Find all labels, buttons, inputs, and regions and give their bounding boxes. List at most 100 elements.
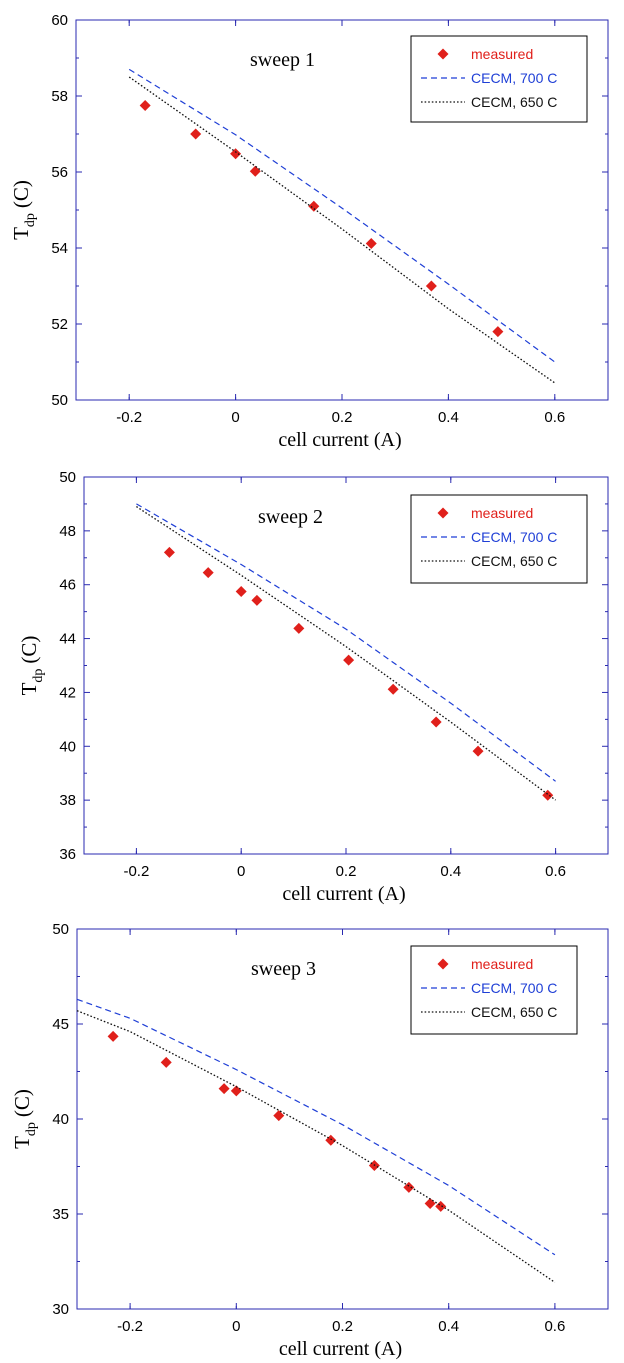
- series-cecm-700-c: [136, 503, 556, 782]
- legend-label: measured: [471, 505, 533, 521]
- legend: measured CECM, 700 C CECM, 650 C: [410, 35, 588, 123]
- y-axis-title-unit: (C): [10, 1089, 34, 1117]
- series-measured: [107, 1030, 447, 1212]
- legend-marker: [437, 48, 449, 60]
- legend-marker: [437, 958, 449, 970]
- data-point: [492, 326, 504, 338]
- legend-box: [410, 945, 578, 1035]
- legend-label: CECM, 700 C: [471, 70, 557, 86]
- series-line: [136, 506, 556, 801]
- x-axis-title: cell current (A): [278, 429, 401, 451]
- y-tick-label: 50: [51, 392, 68, 409]
- y-tick-label: 60: [51, 12, 68, 29]
- chart-title: sweep 1: [250, 49, 315, 71]
- y-axis-title-subscript: dp: [23, 213, 38, 227]
- legend-label: CECM, 700 C: [471, 529, 557, 545]
- x-tick-label: 0.4: [440, 863, 461, 880]
- data-point: [435, 1200, 447, 1212]
- data-point: [424, 1198, 436, 1210]
- x-tick-label: 0: [231, 409, 239, 426]
- y-tick-label: 40: [59, 738, 76, 755]
- x-tick-label: -0.2: [116, 409, 142, 426]
- x-tick-label: 0.6: [544, 1318, 565, 1335]
- x-tick-label: 0.2: [332, 1318, 353, 1335]
- data-point: [472, 745, 484, 757]
- data-point: [139, 100, 151, 111]
- legend-label: CECM, 700 C: [471, 980, 557, 996]
- data-point: [325, 1134, 337, 1146]
- y-tick-label: 48: [59, 523, 76, 540]
- chart-3: -0.2 0 0.2 0.4 0.6 30 35 40 45 50 cell current (A)…: [10, 921, 609, 1360]
- data-point: [425, 280, 437, 292]
- legend-label: CECM, 650 C: [471, 94, 557, 110]
- data-point: [160, 1056, 172, 1068]
- y-axis-title-symbol: T: [17, 682, 41, 695]
- series-cecm-650-c: [76, 1010, 556, 1283]
- data-point: [218, 1083, 230, 1095]
- y-tick-label: 52: [51, 316, 68, 333]
- data-point: [387, 683, 399, 695]
- data-point: [542, 789, 554, 801]
- y-tick-label: 56: [51, 164, 68, 181]
- series-cecm-700-c: [128, 68, 556, 363]
- chart-2: -0.2 0 0.2 0.4 0.6 36 38 40 42 44 46 48 50 cell curre…: [17, 469, 609, 905]
- x-tick-label: 0: [232, 1318, 240, 1335]
- y-tick-label: 36: [59, 846, 76, 863]
- data-point: [107, 1030, 119, 1042]
- y-tick-label: 58: [51, 88, 68, 105]
- y-axis-title-symbol: T: [10, 1136, 34, 1149]
- y-tick-label: 35: [52, 1206, 69, 1223]
- data-point: [163, 546, 175, 558]
- series-measured: [139, 100, 504, 338]
- y-tick-label: 42: [59, 684, 76, 701]
- data-point: [230, 148, 242, 160]
- series-measured: [163, 546, 554, 801]
- data-point: [308, 200, 320, 212]
- data-point: [343, 654, 355, 666]
- y-tick-label: 40: [52, 1111, 69, 1128]
- series-cecm-700-c: [76, 998, 556, 1256]
- y-tick-label: 45: [52, 1016, 69, 1033]
- legend: measured CECM, 700 C CECM, 650 C: [410, 945, 578, 1035]
- x-axis-title: cell current (A): [282, 883, 405, 905]
- legend-label: CECM, 650 C: [471, 1004, 557, 1020]
- chart-title: sweep 3: [251, 958, 316, 980]
- y-tick-label: 46: [59, 577, 76, 594]
- y-axis-title-subscript: dp: [31, 669, 46, 683]
- x-tick-label: 0.6: [545, 863, 566, 880]
- y-tick-label: 54: [51, 240, 68, 257]
- data-point: [293, 622, 305, 634]
- data-point: [202, 567, 214, 579]
- legend: measured CECM, 700 C CECM, 650 C: [410, 494, 588, 584]
- y-tick-label: 50: [52, 921, 69, 938]
- data-point: [273, 1110, 285, 1122]
- legend-label: measured: [471, 956, 533, 972]
- x-tick-label: 0.2: [336, 863, 357, 880]
- data-point: [403, 1181, 415, 1193]
- x-tick-label: 0.6: [544, 409, 565, 426]
- y-tick-label: 30: [52, 1301, 69, 1318]
- y-axis-title-unit: (C): [9, 180, 33, 208]
- y-tick-label: 44: [59, 631, 76, 648]
- legend-box: [410, 494, 588, 584]
- data-point: [365, 237, 377, 249]
- y-axis-title: Tdp (C): [9, 180, 38, 240]
- x-tick-label: -0.2: [123, 863, 149, 880]
- x-tick-label: 0.4: [438, 409, 459, 426]
- series-line: [128, 76, 556, 384]
- y-tick-label: 38: [59, 792, 76, 809]
- x-tick-label: 0: [237, 863, 245, 880]
- legend-marker: [437, 507, 449, 519]
- y-axis-title-unit: (C): [17, 636, 41, 664]
- x-tick-label: 0.2: [332, 409, 353, 426]
- y-axis-title-symbol: T: [9, 227, 33, 240]
- legend-label: measured: [471, 46, 533, 62]
- x-axis-title: cell current (A): [279, 1338, 402, 1360]
- y-axis-title: Tdp (C): [10, 1089, 39, 1149]
- series-line: [76, 1010, 556, 1283]
- y-tick-label: 50: [59, 469, 76, 486]
- data-point: [190, 128, 202, 140]
- data-point: [235, 585, 247, 597]
- data-point: [230, 1085, 242, 1097]
